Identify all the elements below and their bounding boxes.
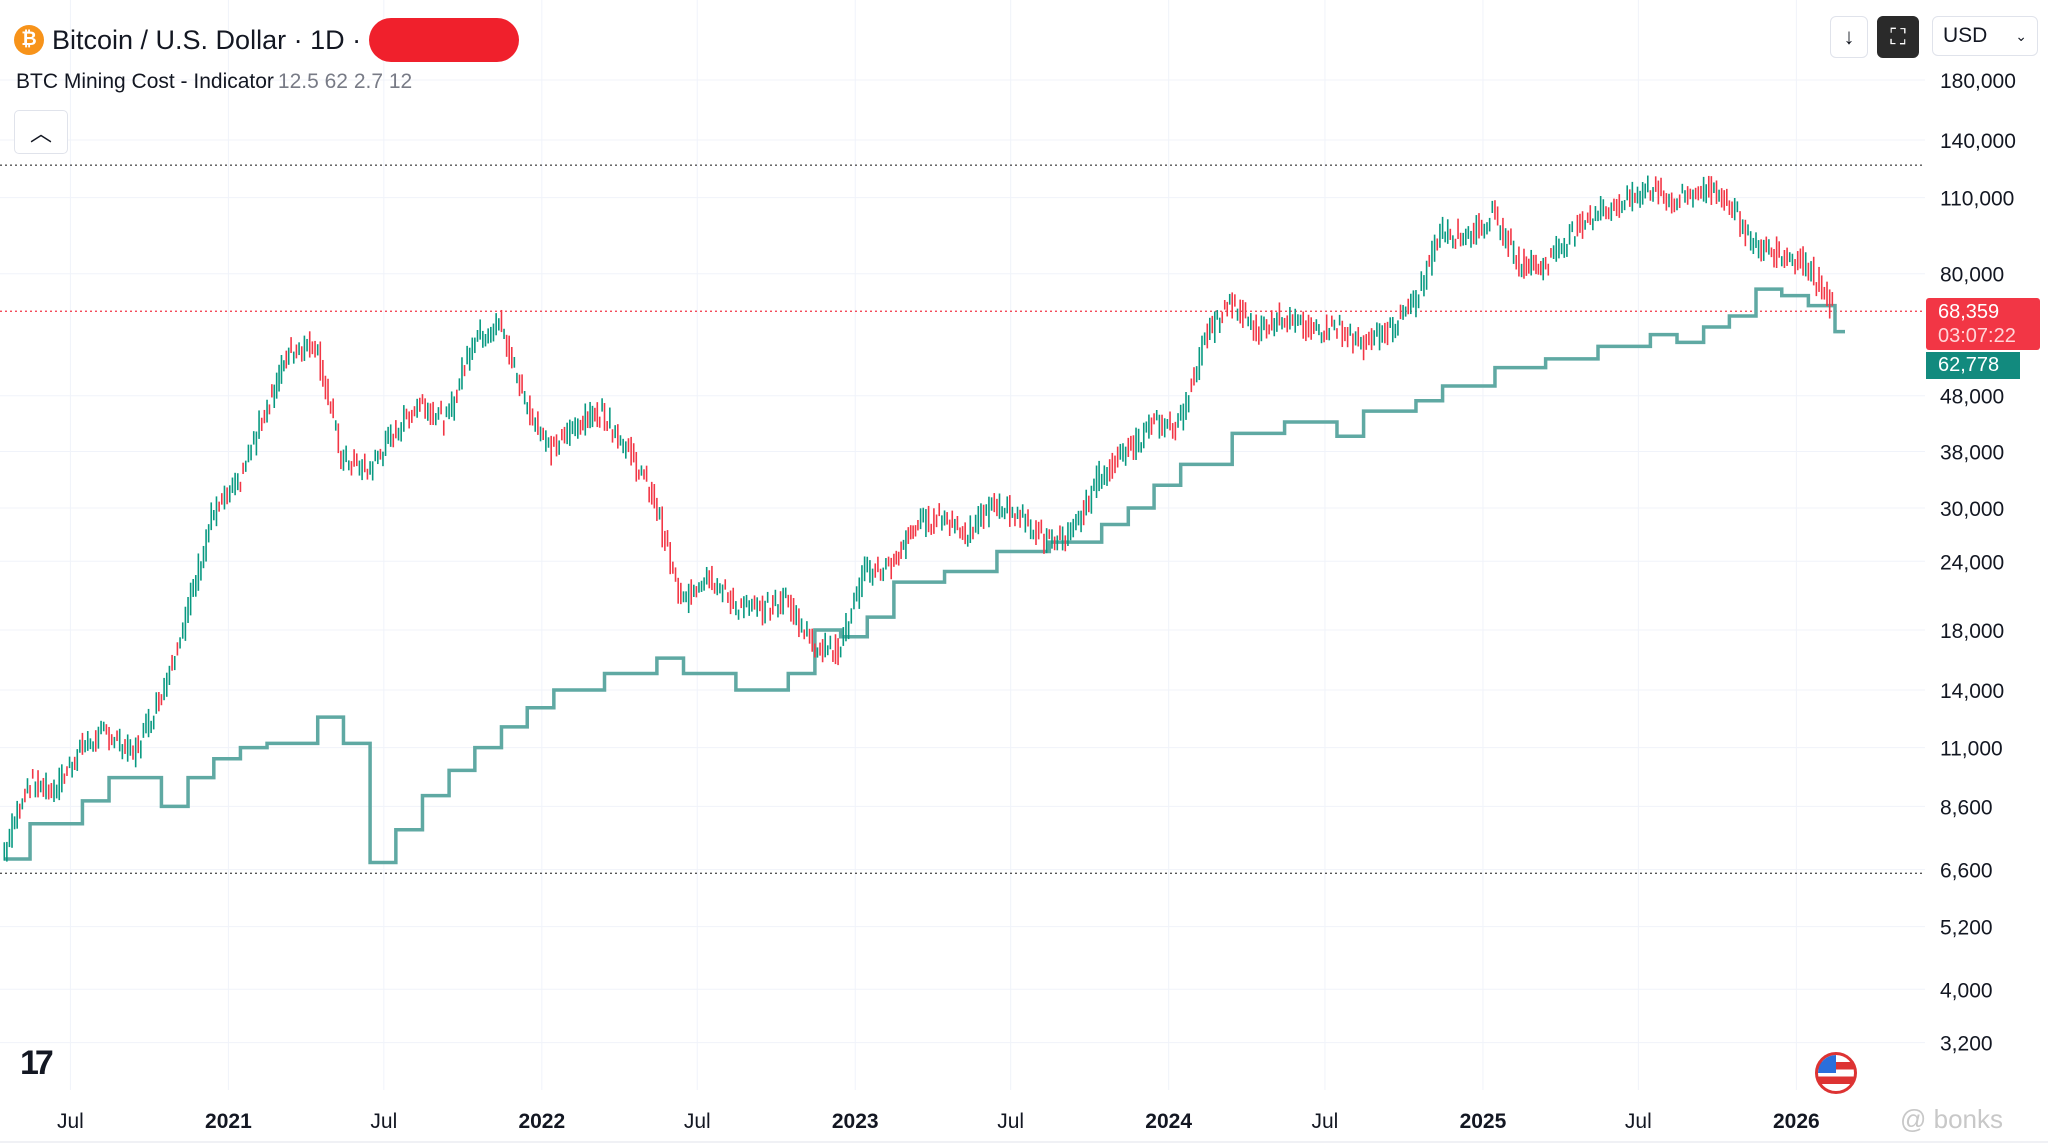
y-tick-label: 48,000 (1940, 386, 2004, 409)
collapse-legend-button[interactable]: ︿ (14, 110, 68, 154)
scroll-down-button[interactable]: ↓ (1830, 16, 1868, 58)
y-tick-label: 24,000 (1940, 551, 2004, 574)
currency-select[interactable]: USD ⌄ (1932, 16, 2038, 56)
x-tick-label: 2021 (205, 1110, 252, 1133)
y-tick-label: 80,000 (1940, 264, 2004, 287)
y-tick-label: 140,000 (1940, 130, 2016, 153)
y-tick-label: 5,200 (1940, 917, 1993, 940)
x-tick-label: Jul (370, 1110, 397, 1133)
y-tick-label: 30,000 (1940, 498, 2004, 521)
indicator-name: BTC Mining Cost - Indicator (16, 70, 274, 93)
x-tick-label: Jul (684, 1110, 711, 1133)
y-tick-label: 4,000 (1940, 979, 1993, 1002)
x-tick-label: Jul (997, 1110, 1024, 1133)
mining-cost-value: 62,778 (1938, 354, 2000, 376)
last-price: 68,359 (1938, 301, 2000, 323)
fullscreen-button[interactable]: ⛶ (1877, 16, 1919, 58)
x-tick-label: 2023 (832, 1110, 879, 1133)
y-tick-label: 110,000 (1940, 188, 2014, 211)
us-flag-icon[interactable] (1815, 1052, 1857, 1094)
y-tick-label: 14,000 (1940, 680, 2004, 703)
chevron-up-icon: ︿ (29, 121, 52, 146)
x-tick-label: Jul (1625, 1110, 1652, 1133)
y-tick-label: 18,000 (1940, 620, 2004, 643)
last-price-badge: 68,359 03:07:22 (1926, 298, 2040, 350)
y-tick-label: 3,200 (1940, 1033, 1993, 1056)
mining-cost-line (4, 287, 1845, 865)
y-tick-label: 8,600 (1940, 796, 1993, 819)
bitcoin-icon: ₿ (14, 25, 44, 55)
x-tick-label: Jul (1312, 1110, 1339, 1133)
bar-countdown: 03:07:22 (1938, 325, 2016, 347)
y-tick-label: 38,000 (1940, 442, 2004, 465)
indicator-params: 12.5 62 2.7 12 (277, 70, 413, 93)
x-tick-label: 2022 (518, 1110, 565, 1133)
watermark: @ bonks (1900, 1104, 2003, 1134)
y-tick-label: 6,600 (1940, 860, 1993, 883)
mining-cost-badge: 62,778 (1926, 352, 2020, 379)
x-tick-label: Jul (57, 1110, 84, 1133)
tradingview-logo[interactable]: 17 (20, 1044, 54, 1082)
chevron-down-icon: ⌄ (2015, 27, 2027, 44)
chart-header: ₿ Bitcoin / U.S. Dollar · 1D · (14, 18, 520, 62)
arrow-down-icon: ↓ (1843, 24, 1855, 49)
fullscreen-icon: ⛶ (1890, 24, 1906, 49)
redaction-mark (369, 18, 520, 62)
y-tick-label: 11,000 (1940, 738, 2003, 761)
y-tick-label: 180,000 (1940, 70, 2016, 93)
x-tick-label: 2026 (1773, 1110, 1820, 1133)
indicator-legend[interactable]: BTC Mining Cost - Indicator 12.5 62 2.7 1… (16, 70, 412, 94)
x-tick-label: 2025 (1460, 1110, 1507, 1133)
x-tick-label: 2024 (1145, 1110, 1192, 1133)
symbol-title[interactable]: Bitcoin / U.S. Dollar · 1D · (52, 24, 362, 55)
currency-value: USD (1943, 24, 1988, 47)
